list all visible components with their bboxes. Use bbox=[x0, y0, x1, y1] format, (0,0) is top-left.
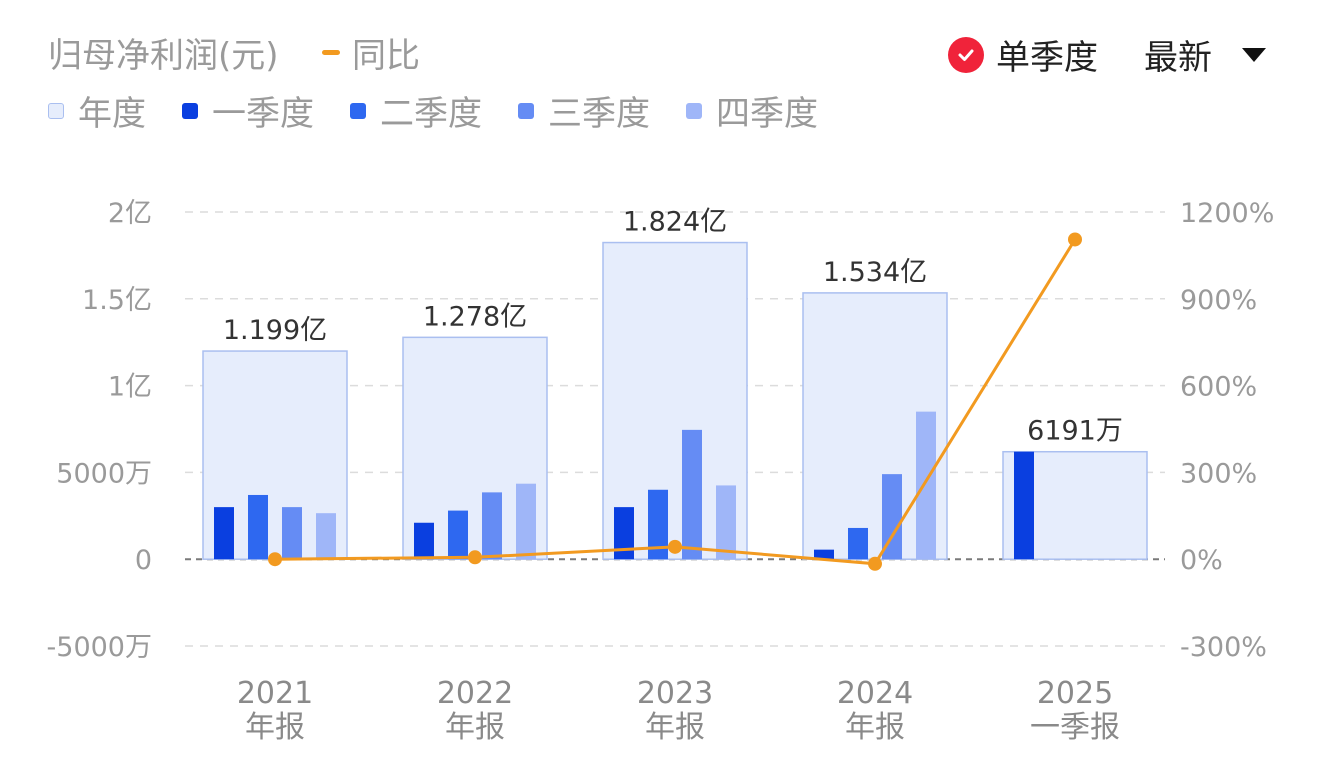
annual-data-label: 1.278亿 bbox=[423, 301, 527, 332]
legend-item-q1[interactable]: 一季度 bbox=[182, 86, 314, 135]
y-right-tick-label: 900% bbox=[1180, 285, 1257, 316]
y-left-tick-label: 2亿 bbox=[108, 198, 152, 229]
x-tick-year: 2025 bbox=[1037, 676, 1113, 711]
quarter-bar-q3 bbox=[282, 507, 302, 560]
x-tick-period: 年报 bbox=[445, 710, 505, 745]
yoy-point bbox=[668, 539, 682, 554]
yoy-point bbox=[868, 556, 882, 571]
x-tick-period: 一季报 bbox=[1030, 710, 1120, 745]
y-left-tick-label: 1亿 bbox=[108, 372, 152, 403]
legend-item-q3[interactable]: 三季度 bbox=[518, 86, 650, 135]
legend-label-q2: 二季度 bbox=[380, 94, 482, 134]
annual-data-label: 1.824亿 bbox=[623, 207, 727, 238]
x-tick-year: 2023 bbox=[637, 676, 713, 711]
single-quarter-toggle[interactable]: 单季度 bbox=[948, 30, 1098, 79]
yoy-point bbox=[268, 552, 282, 567]
legend-label-yoy: 同比 bbox=[352, 36, 420, 76]
yoy-line-icon bbox=[322, 50, 340, 55]
x-tick-year: 2024 bbox=[837, 676, 913, 711]
legend-swatch-annual bbox=[48, 102, 64, 119]
annual-data-label: 6191万 bbox=[1027, 416, 1123, 447]
legend-swatch-q3 bbox=[518, 102, 534, 119]
y-left-tick-label: 5000万 bbox=[56, 458, 152, 489]
quarter-bar-q2 bbox=[848, 527, 868, 560]
y-right-tick-label: 0% bbox=[1180, 545, 1223, 576]
quarter-bar-q3 bbox=[682, 429, 702, 560]
legend-swatch-q2 bbox=[350, 102, 366, 119]
period-dropdown-label: 最新 bbox=[1144, 38, 1212, 78]
y-left-tick-label: -5000万 bbox=[47, 632, 152, 663]
y-right-tick-label: 300% bbox=[1180, 458, 1257, 489]
x-tick-year: 2021 bbox=[237, 676, 313, 711]
y-left-tick-label: 1.5亿 bbox=[82, 285, 152, 316]
quarter-bar-q3 bbox=[882, 474, 902, 560]
y-right-tick-label: 600% bbox=[1180, 372, 1257, 403]
x-tick-period: 年报 bbox=[245, 710, 305, 745]
legend-label-q3: 三季度 bbox=[548, 94, 650, 134]
chart-title: 归母净利润(元) bbox=[48, 36, 279, 76]
period-dropdown[interactable]: 最新 bbox=[1144, 30, 1266, 79]
chart-header: 归母净利润(元) 同比 单季度 最新 年度 一季度 二季度 三季度 bbox=[0, 0, 1320, 140]
legend-label-annual: 年度 bbox=[78, 94, 146, 134]
annual-data-label: 1.199亿 bbox=[223, 315, 327, 346]
legend-item-q2[interactable]: 二季度 bbox=[350, 86, 482, 135]
quarter-bar-q4 bbox=[316, 513, 336, 560]
quarter-bar-q1 bbox=[614, 507, 634, 560]
legend: 年度 一季度 二季度 三季度 四季度 bbox=[48, 86, 854, 135]
quarter-bar-q4 bbox=[916, 411, 936, 560]
caret-down-icon bbox=[1242, 47, 1266, 62]
y-left-tick-label: 0 bbox=[135, 545, 152, 576]
legend-swatch-q1 bbox=[182, 102, 198, 119]
quarter-bar-q2 bbox=[248, 494, 268, 560]
quarter-bar-q4 bbox=[516, 483, 536, 560]
legend-label-q4: 四季度 bbox=[716, 94, 818, 134]
quarter-bar-q1 bbox=[814, 549, 834, 560]
quarter-bar-q2 bbox=[448, 510, 468, 560]
legend-item-q4[interactable]: 四季度 bbox=[686, 86, 818, 135]
quarter-bar-q1 bbox=[414, 522, 434, 560]
checkmark-icon bbox=[948, 36, 984, 73]
legend-swatch-q4 bbox=[686, 102, 702, 119]
quarter-bar-q3 bbox=[482, 492, 502, 560]
legend-item-annual[interactable]: 年度 bbox=[48, 86, 146, 135]
annual-data-label: 1.534亿 bbox=[823, 257, 927, 288]
quarter-bar-q1 bbox=[1014, 451, 1034, 560]
x-tick-period: 年报 bbox=[845, 710, 905, 745]
quarter-bar-q4 bbox=[716, 485, 736, 560]
y-right-tick-label: -300% bbox=[1180, 632, 1267, 663]
single-quarter-label: 单季度 bbox=[996, 38, 1098, 78]
y-right-tick-label: 1200% bbox=[1180, 198, 1274, 229]
legend-label-q1: 一季度 bbox=[212, 94, 314, 134]
x-tick-period: 年报 bbox=[645, 710, 705, 745]
yoy-point bbox=[1068, 232, 1082, 247]
legend-item-yoy[interactable]: 同比 bbox=[322, 28, 420, 77]
x-tick-year: 2022 bbox=[437, 676, 513, 711]
quarter-bar-q1 bbox=[214, 507, 234, 560]
quarter-bar-q2 bbox=[648, 489, 668, 560]
yoy-point bbox=[468, 550, 482, 565]
